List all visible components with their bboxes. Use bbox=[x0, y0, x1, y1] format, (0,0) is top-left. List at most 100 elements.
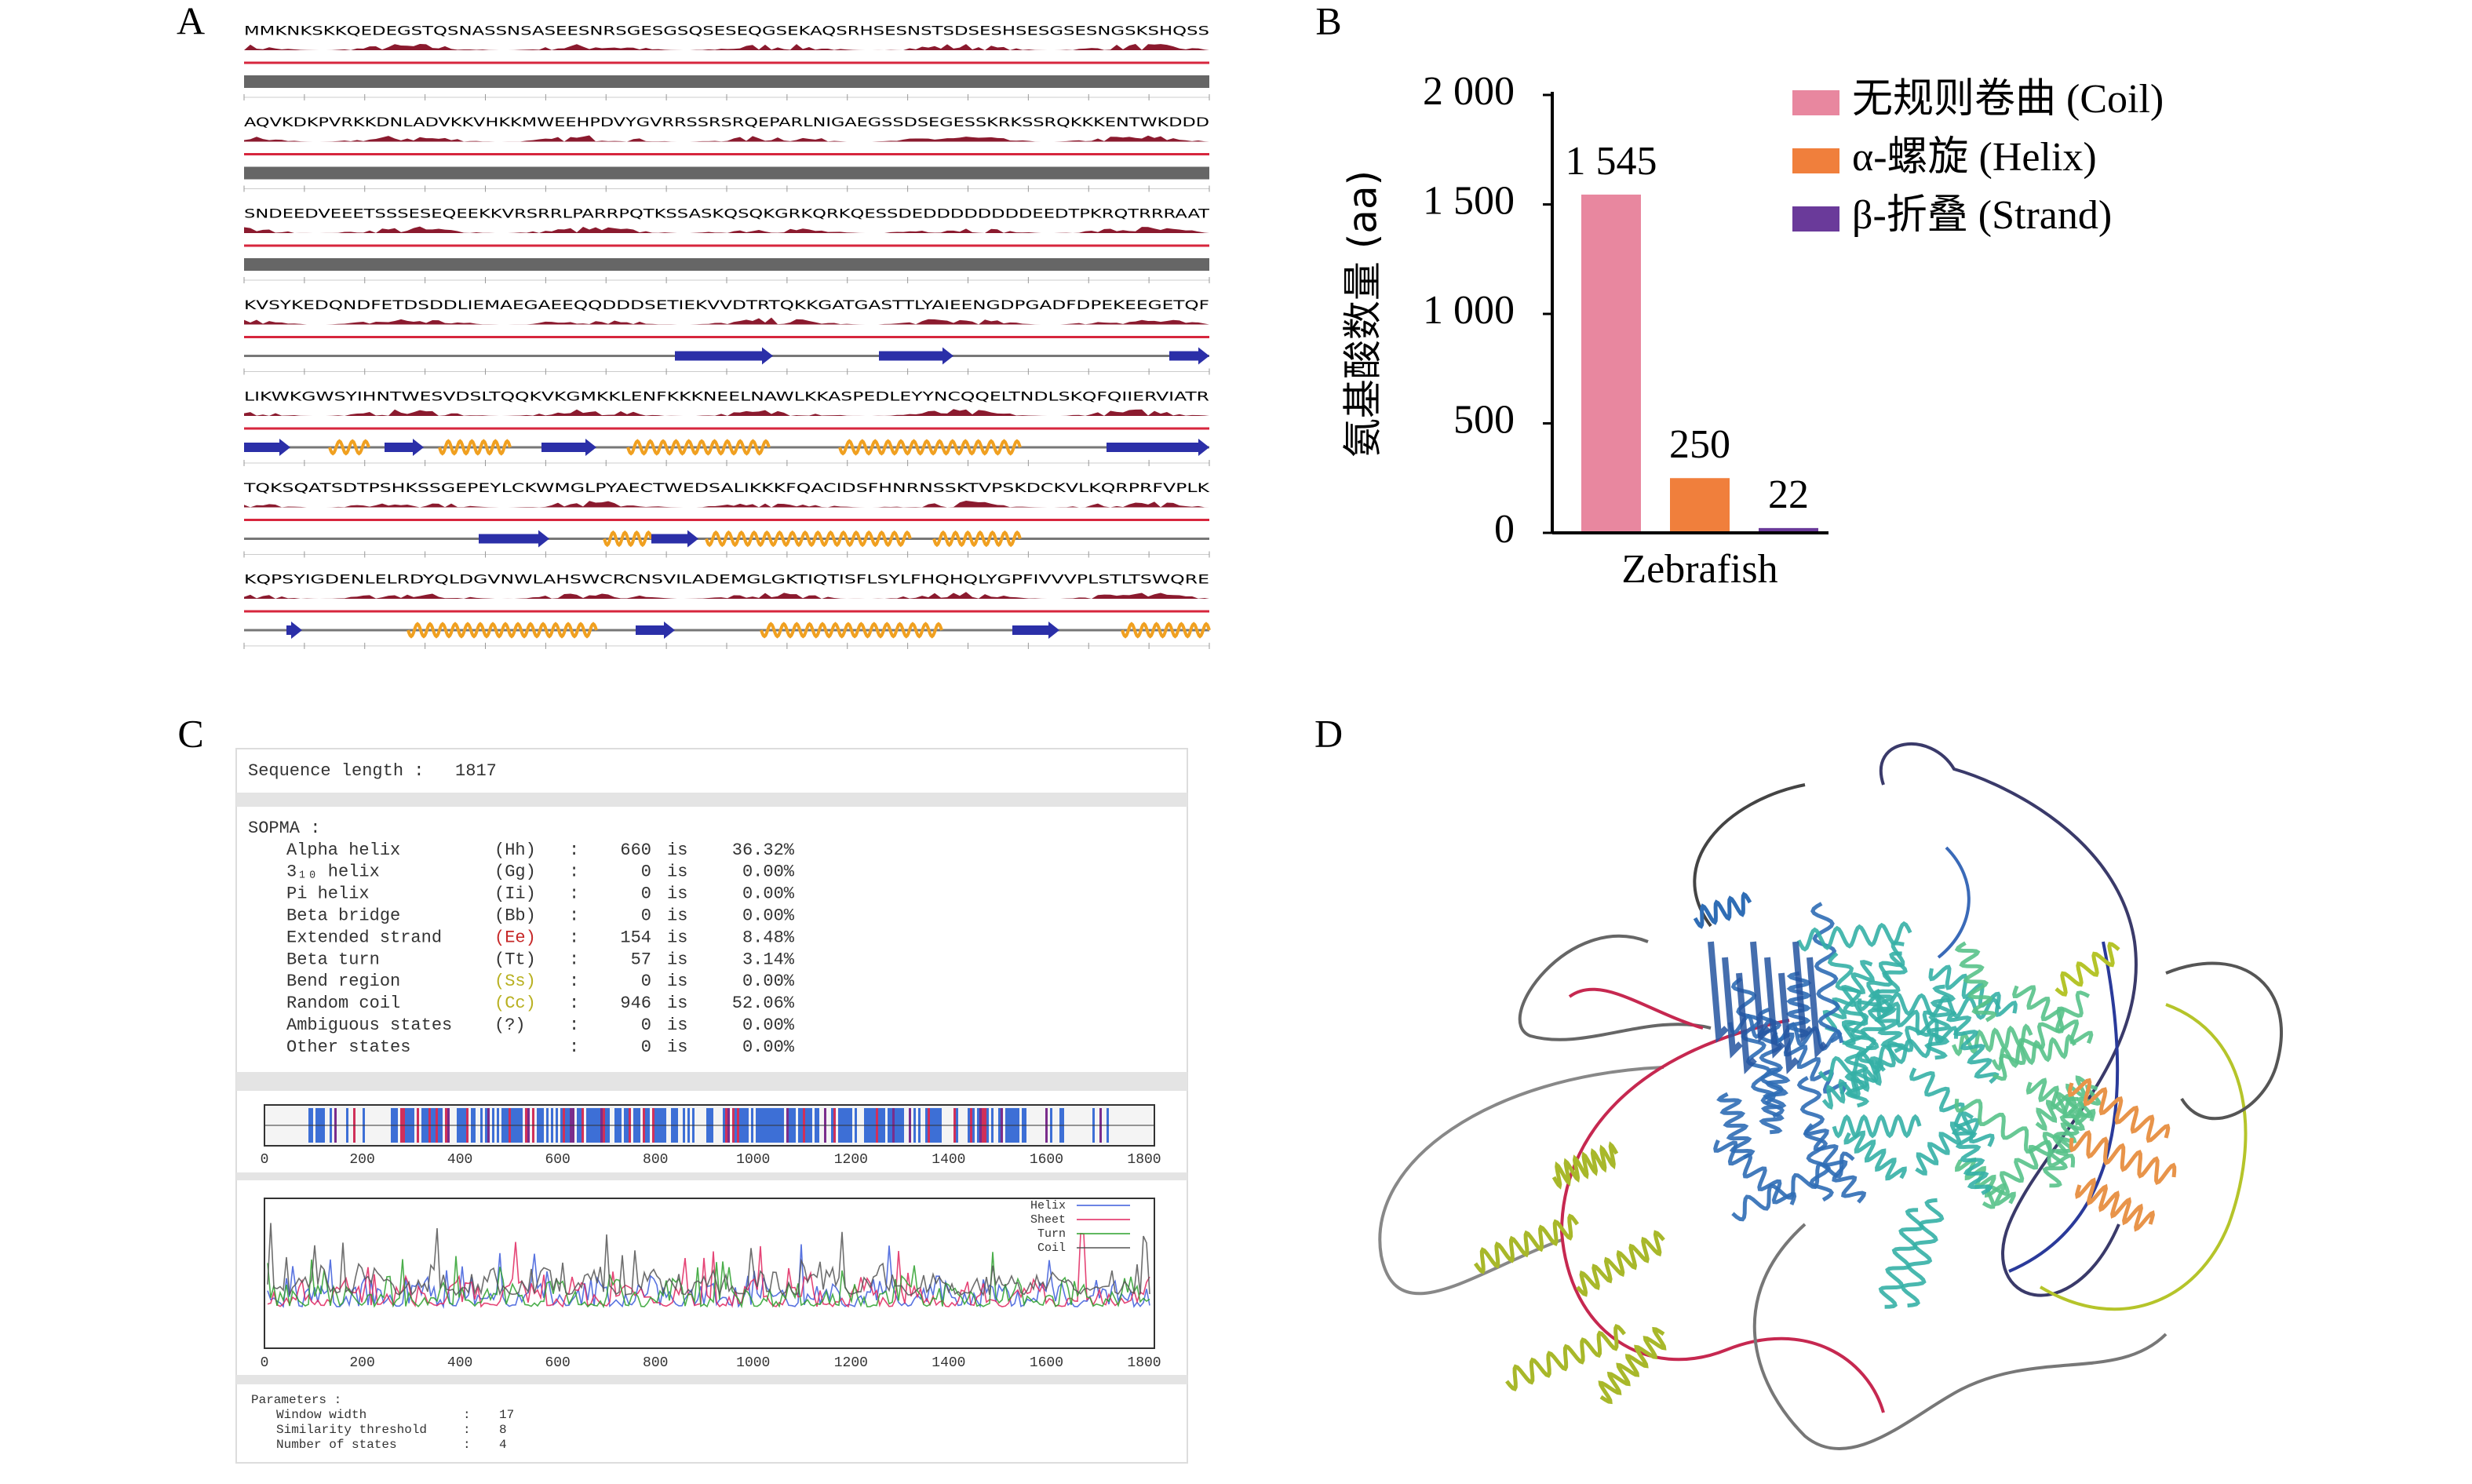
sequence-line: SNDEEDVEEETSSSESEQEEKKVRSRRLPARRPQTKSSAS… bbox=[244, 206, 1209, 221]
axis-tick-label: 1600 bbox=[1030, 1355, 1063, 1371]
sopma-cell: Extended strand bbox=[286, 928, 442, 947]
helix bbox=[1993, 990, 2091, 1081]
sopma-cell: (Cc) bbox=[494, 994, 536, 1013]
sheet bbox=[1750, 941, 1771, 1043]
parameter-cell: : bbox=[463, 1423, 471, 1437]
sopma-cell: 0 bbox=[641, 884, 651, 904]
loop bbox=[1752, 1223, 2168, 1451]
sopma-cell: is bbox=[667, 840, 687, 860]
sopma-cell: is bbox=[667, 950, 687, 969]
sopma-cell: Bend region bbox=[286, 972, 400, 991]
sopma-cell: (Ii) bbox=[494, 884, 536, 904]
profile bbox=[244, 500, 1209, 508]
sopma-cell: 0 bbox=[641, 1037, 651, 1057]
sopma-cell: 0 bbox=[641, 972, 651, 991]
sopma-cell: : bbox=[569, 1037, 579, 1057]
strand-arrow bbox=[879, 347, 953, 365]
axis-tick-label: 600 bbox=[545, 1355, 570, 1371]
sequence-line: KQPSYIGDENLELRDYQLDGVNWLAHSWCRCNSVILADEM… bbox=[244, 572, 1209, 587]
x-tick-label: Zebrafish bbox=[1621, 547, 1777, 592]
sequence-length: Sequence length : 1817 bbox=[248, 761, 497, 781]
sheet bbox=[1778, 972, 1799, 1074]
sopma-cell: (Hh) bbox=[494, 840, 536, 860]
plot-legend-label: Coil bbox=[1037, 1242, 1066, 1255]
sopma-cell: : bbox=[569, 840, 579, 860]
axis-tick-label: 1200 bbox=[834, 1152, 868, 1168]
y-tick-label: 1 500 bbox=[1423, 178, 1515, 223]
loop bbox=[2039, 1003, 2248, 1311]
legend-swatch bbox=[1792, 90, 1839, 115]
strand-arrow bbox=[244, 439, 290, 456]
axis-tick-label: 200 bbox=[349, 1152, 374, 1168]
sopma-cell: Ambiguous states bbox=[286, 1015, 452, 1035]
helix bbox=[1796, 921, 1912, 952]
helix bbox=[2075, 1177, 2155, 1232]
loop bbox=[1879, 742, 2138, 1297]
y-tick-label: 0 bbox=[1494, 507, 1515, 552]
prediction-line bbox=[267, 1244, 1150, 1309]
helix bbox=[1915, 1111, 1974, 1176]
separator bbox=[236, 1072, 1187, 1091]
sopma-cell: 52.06% bbox=[732, 994, 795, 1013]
sopma-cell: Random coil bbox=[286, 994, 400, 1013]
separator bbox=[236, 1375, 1187, 1384]
helix bbox=[1759, 1067, 1791, 1135]
strand-arrow bbox=[636, 622, 675, 639]
sopma-panel: Sequence length : 1817 SOPMA : Parameter… bbox=[235, 748, 1188, 1464]
y-tick-label: 500 bbox=[1453, 397, 1515, 442]
helix bbox=[1505, 1323, 1626, 1392]
helix bbox=[1810, 902, 1843, 1044]
sopma-cell: 3₁₀ helix bbox=[286, 862, 380, 882]
parameter-cell: Similarity threshold bbox=[276, 1423, 427, 1437]
sopma-cell: 0.00% bbox=[742, 884, 795, 904]
helix bbox=[2067, 1077, 2171, 1143]
sopma-cell: 0.00% bbox=[742, 862, 795, 882]
disorder-bar bbox=[244, 258, 1209, 271]
sopma-cell: 946 bbox=[620, 994, 651, 1013]
sopma-cell: (Ee) bbox=[494, 928, 536, 947]
axis-tick-label: 200 bbox=[349, 1355, 374, 1371]
sopma-cell: Pi helix bbox=[286, 884, 370, 904]
helix-wave bbox=[407, 622, 598, 639]
profile bbox=[244, 409, 1209, 416]
panel-label: A bbox=[177, 0, 205, 42]
sopma-cell: (Tt) bbox=[494, 950, 536, 969]
plot-legend-label: Sheet bbox=[1030, 1213, 1066, 1227]
protein-structure bbox=[1378, 742, 2283, 1451]
helix bbox=[1803, 1123, 1867, 1204]
sopma-cell: : bbox=[569, 972, 579, 991]
sopma-cell: 660 bbox=[620, 840, 651, 860]
sopma-cell: Beta bridge bbox=[286, 906, 400, 926]
sopma-cell: 3.14% bbox=[742, 950, 795, 969]
prediction-plot bbox=[264, 1198, 1155, 1349]
sopma-cell: 0.00% bbox=[742, 972, 795, 991]
sheet bbox=[1736, 972, 1757, 1074]
sopma-cell: : bbox=[569, 1015, 579, 1035]
axis-tick-label: 600 bbox=[545, 1152, 570, 1168]
sequence-line: KVSYKEDQNDFETDSDDLIEMAEGAEEQQDDDSETIEKVV… bbox=[244, 297, 1209, 312]
sopma-cell: is bbox=[667, 928, 687, 947]
prediction-line bbox=[267, 1233, 1150, 1308]
loop bbox=[1568, 987, 1704, 1030]
y-tick-label: 1 000 bbox=[1423, 288, 1515, 333]
loop bbox=[1378, 1066, 1664, 1296]
bar bbox=[1670, 478, 1730, 533]
sopma-cell: is bbox=[667, 972, 687, 991]
sheet bbox=[1722, 957, 1743, 1059]
prediction-line bbox=[267, 1223, 1150, 1297]
loop bbox=[2008, 941, 2120, 1273]
axis-tick-label: 1800 bbox=[1127, 1355, 1161, 1371]
sopma-header: SOPMA : bbox=[248, 819, 320, 838]
legend-swatch bbox=[1792, 148, 1839, 173]
axis-tick-label: 1200 bbox=[834, 1355, 868, 1371]
helix bbox=[1876, 991, 2001, 1020]
sopma-cell: (Ss) bbox=[494, 972, 536, 991]
helix bbox=[1821, 1060, 1886, 1110]
helix bbox=[1598, 1326, 1667, 1405]
profile bbox=[244, 44, 1209, 50]
legend-label: α-螺旋 (Helix) bbox=[1852, 135, 2097, 180]
axis-tick-label: 0 bbox=[261, 1355, 269, 1371]
helix-wave bbox=[1121, 622, 1211, 639]
sopma-cell: : bbox=[569, 884, 579, 904]
